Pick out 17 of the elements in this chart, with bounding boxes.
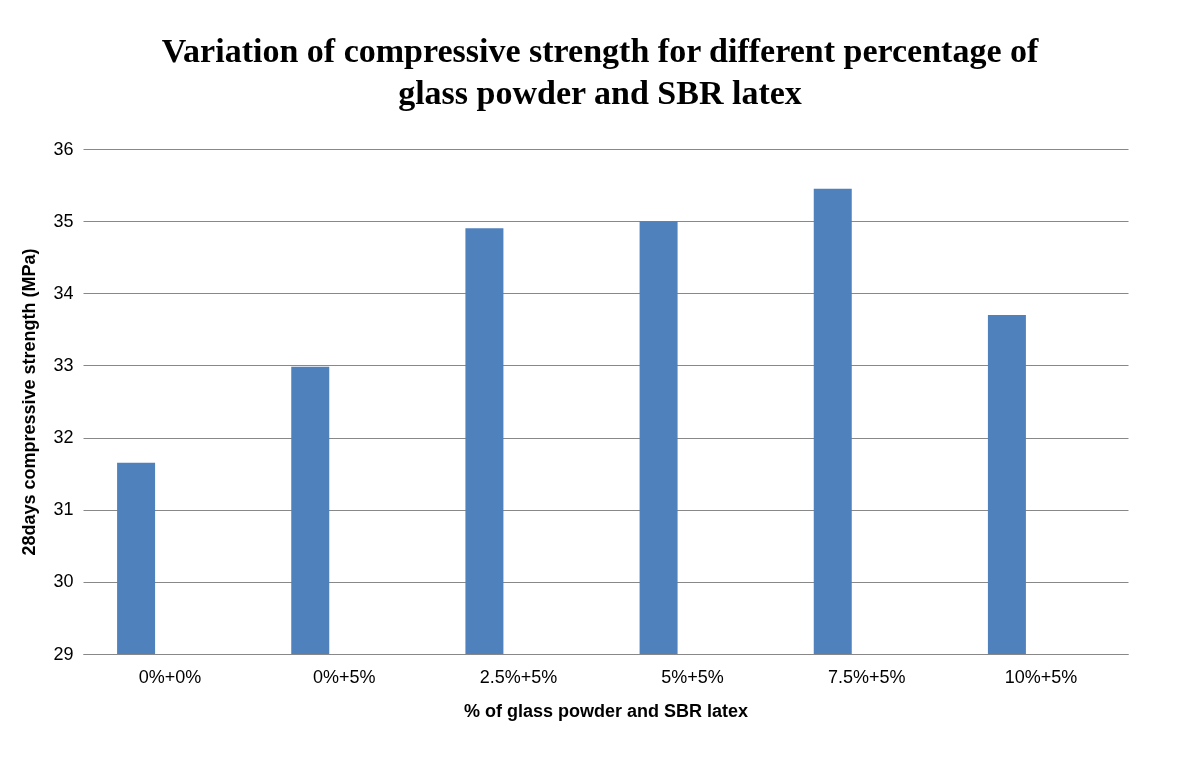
- y-tick-label: 36: [53, 138, 74, 159]
- x-tick-label: 7.5%+5%: [827, 666, 906, 687]
- chart-title: Variation of compressive strength for different percentage of glass powder and SBR latex: [160, 31, 1040, 113]
- x-tick-label: 10%+5%: [1004, 666, 1078, 687]
- y-tick-label: 35: [53, 210, 74, 231]
- y-axis-title: 28days compressive strength (MPa): [19, 248, 40, 556]
- y-tick-label: 33: [53, 354, 74, 375]
- x-tick-label: 2.5%+5%: [479, 666, 558, 687]
- y-tick-label: 32: [53, 427, 74, 448]
- x-tick-label: 0%+5%: [312, 666, 376, 687]
- y-tick-label: 30: [53, 571, 74, 592]
- y-tick-label: 29: [53, 643, 74, 664]
- x-tick-label: 5%+5%: [661, 666, 724, 687]
- x-axis-title: % of glass powder and SBR latex: [463, 700, 749, 721]
- y-tick-label: 34: [53, 282, 74, 303]
- x-tick-label: 0%+0%: [138, 666, 202, 687]
- y-tick-label: 31: [53, 499, 74, 520]
